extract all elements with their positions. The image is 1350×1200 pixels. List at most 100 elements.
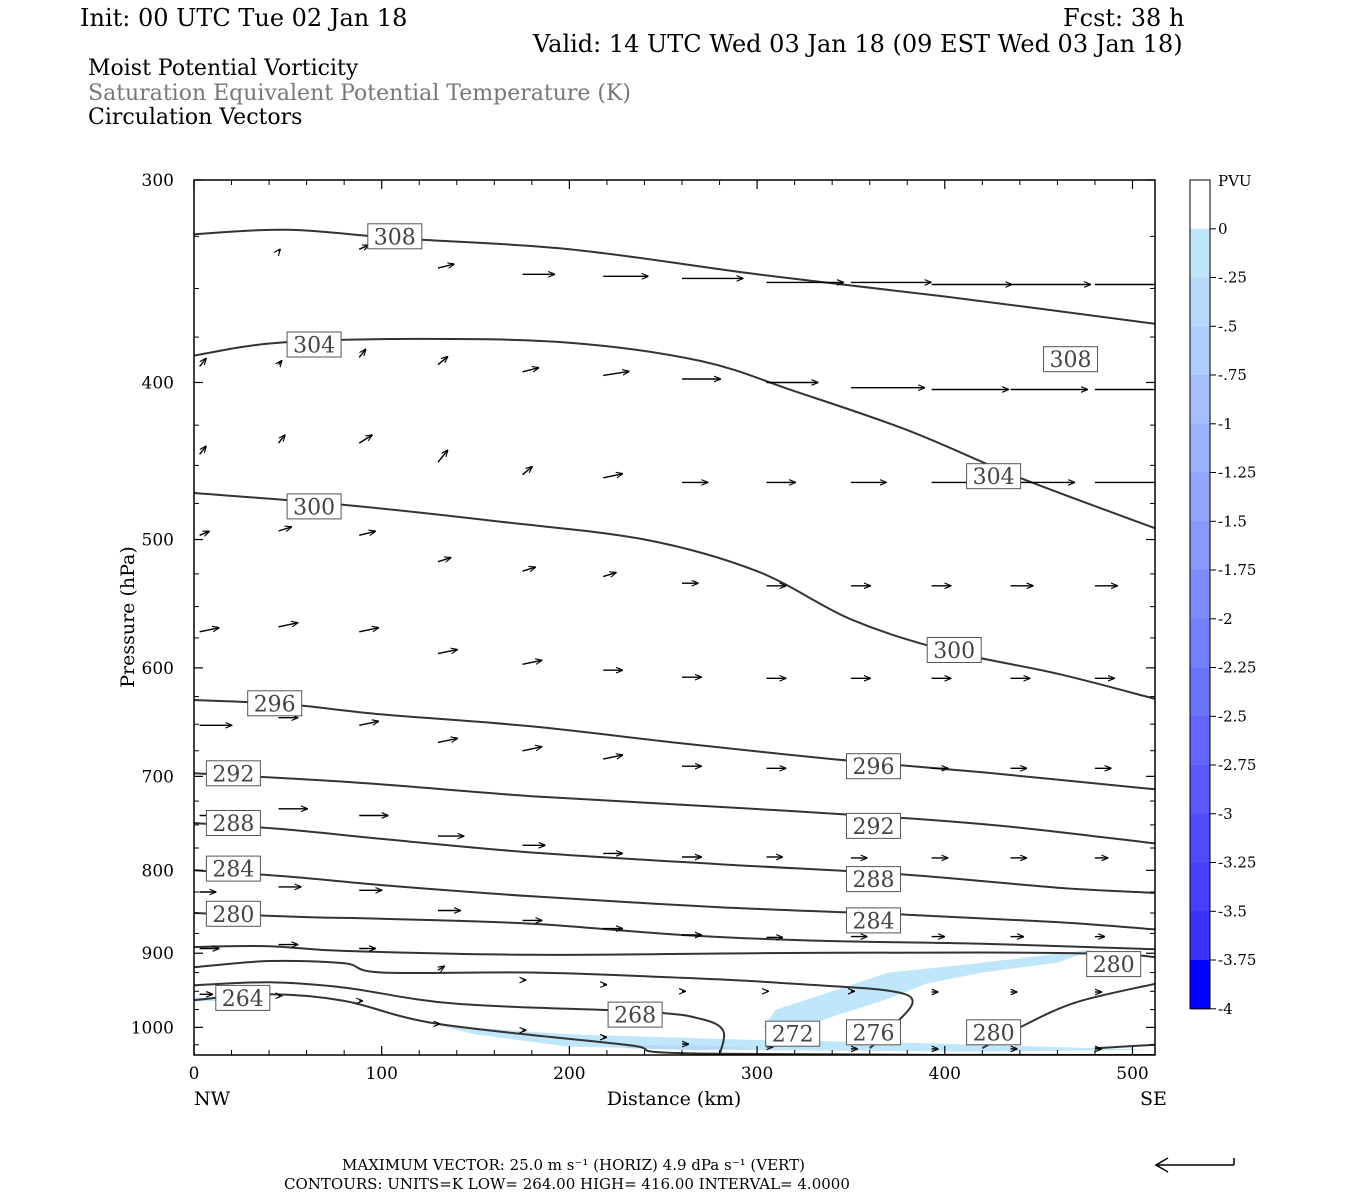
contour-label: 300 (933, 639, 975, 664)
circulation-vector (278, 527, 292, 531)
x-tick-label: 500 (1116, 1064, 1148, 1084)
colorbar-segment (1190, 521, 1210, 571)
circulation-vector (199, 446, 206, 455)
contour-label: 276 (853, 1021, 895, 1046)
contour-label-box (926, 637, 982, 663)
y-tick-label: 1000 (131, 1018, 174, 1038)
contour-label-box (966, 463, 1022, 490)
colorbar-tick-label: -1 (1218, 415, 1233, 433)
circulation-vector (437, 264, 454, 268)
colorbar-tick-label: 0 (1218, 220, 1228, 238)
colorbar-tick-label: -3 (1218, 805, 1233, 823)
colorbar-tick-label: -.25 (1218, 269, 1247, 287)
circulation-vector (359, 721, 378, 726)
mpv-shaded-region (625, 1044, 758, 1051)
contour-label: 284 (212, 858, 254, 883)
mpv-shaded-region (762, 949, 1095, 1031)
axes-layer: 0 100 200 300 400 500 300 400 500 600 700 800 900 100… (131, 171, 1155, 1084)
contour-label: 300 (293, 495, 335, 520)
init-time: Init: 00 UTC Tue 02 Jan 18 (80, 4, 408, 32)
contour-label: 268 (614, 1004, 656, 1029)
colorbar-segment (1190, 570, 1210, 620)
contour-label: 280 (212, 903, 254, 928)
contour-label: 292 (212, 762, 254, 787)
contour-label: 288 (853, 868, 895, 893)
circulation-vector (359, 628, 378, 633)
field-title-mpv: Moist Potential Vorticity (88, 56, 359, 81)
circulation-vector (603, 371, 629, 377)
circulation-vector (437, 357, 448, 366)
x-end-label-left: NW (194, 1088, 231, 1110)
circulation-vector (359, 531, 375, 535)
y-tick-label: 600 (142, 659, 174, 679)
contour-label-box (205, 855, 261, 882)
contour-label: 288 (212, 812, 254, 837)
colorbar-segment (1190, 472, 1210, 522)
colorbar-tick-label: -2.5 (1218, 707, 1247, 725)
theta-e-contour-268 (194, 981, 726, 1055)
contour-label: 272 (772, 1023, 814, 1048)
colorbar-tick-label: -2.25 (1218, 659, 1256, 677)
colorbar-frame (1189, 179, 1211, 1010)
theta-e-contour-276 (194, 944, 1155, 959)
contour-label-box (205, 760, 261, 787)
field-title-vectors: Circulation Vectors (88, 105, 303, 130)
contour-label-box (846, 812, 901, 839)
colorbar-segment (1190, 228, 1210, 279)
contour-label-box (286, 493, 342, 520)
theta-e-contour-272 (194, 959, 914, 1049)
contour-label: 292 (853, 815, 895, 840)
contour-label: 280 (973, 1021, 1015, 1046)
colorbar-segment (1190, 326, 1210, 376)
circulation-vector (199, 628, 219, 633)
circulation-vector (358, 349, 365, 358)
contour-label: 264 (222, 987, 264, 1012)
circulation-vector (438, 966, 444, 970)
circulation-vector (522, 747, 542, 752)
circulation-vector (522, 660, 542, 665)
theta-e-contour-280 (194, 912, 1155, 951)
reference-vector-arrow (1154, 1157, 1235, 1173)
contour-label-box (367, 223, 423, 250)
circulation-vector (277, 435, 285, 444)
colorbar-segment (1190, 618, 1210, 669)
colorbar-tick-label: -3.25 (1218, 854, 1256, 872)
circulation-vector (522, 467, 533, 476)
colorbar-tick-label: -3.5 (1218, 902, 1247, 920)
colorbar-tick-label: -.5 (1218, 317, 1237, 335)
valid-time: Valid: 14 UTC Wed 03 Jan 18 (09 EST Wed … (533, 30, 1183, 58)
circulation-vector (603, 474, 622, 479)
colorbar-tick-label: -3.75 (1218, 951, 1256, 969)
circulation-vector (437, 558, 451, 562)
plot-frame (193, 179, 1156, 1056)
colorbar-segment (1190, 423, 1210, 474)
theta-e-contours-layer (194, 228, 1155, 1055)
contour-label: 308 (1050, 348, 1092, 373)
circulation-vector (522, 567, 536, 571)
colorbar-segment (1190, 765, 1210, 815)
theta-e-contour-296 (194, 699, 1155, 791)
colorbar-tick-label: -.75 (1218, 366, 1247, 384)
x-tick-label: 200 (553, 1064, 585, 1084)
circulation-vector (279, 249, 281, 251)
colorbar-segment (1190, 277, 1210, 327)
circulation-vector (199, 359, 206, 367)
contour-label-box (205, 810, 261, 836)
contour-label: 296 (254, 692, 296, 717)
field-title-theta-e: Saturation Equivalent Potential Temperat… (88, 81, 631, 106)
x-end-label-right: SE (1140, 1088, 1167, 1110)
circulation-vector (522, 368, 539, 372)
circulation-vector (437, 650, 457, 655)
circulation-vector (602, 573, 616, 577)
contour-label-box (765, 1020, 821, 1047)
circulation-vectors-layer (199, 245, 1155, 1049)
x-axis-label: Distance (km) (607, 1088, 742, 1110)
colorbar-tick-label: -4 (1218, 1000, 1233, 1018)
contour-label: 280 (1093, 953, 1135, 978)
circulation-vector (278, 623, 298, 628)
contour-label: 284 (853, 909, 895, 934)
colorbar-segment (1190, 667, 1210, 717)
x-tick-label: 300 (741, 1064, 773, 1084)
footer-contour-info: CONTOURS: UNITS=K LOW= 264.00 HIGH= 416.… (284, 1175, 850, 1193)
